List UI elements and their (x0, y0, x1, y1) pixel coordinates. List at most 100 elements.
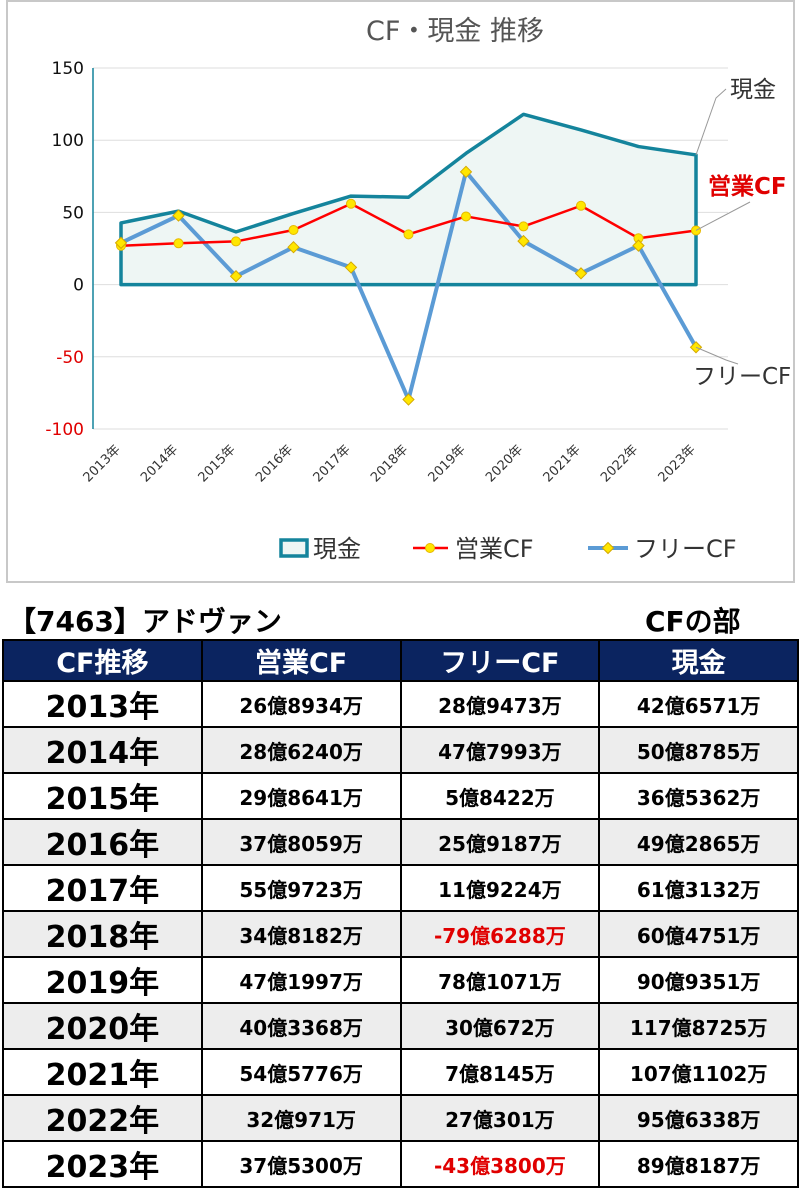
operating-cf-cell: 54億5776万 (200, 1048, 402, 1096)
chart-panel: CF・現金 推移 150 100 50 0 -50 -100 2013年 2014年 2015年 2… (6, 0, 795, 583)
cash-cell: 60億4751万 (598, 910, 799, 958)
operating-cf-cell: 34億8182万 (200, 910, 402, 958)
legend-label-cash: 現金 (313, 535, 361, 563)
table-row: 2015年 29億8641万 5億8422万 36億5362万 (2, 772, 799, 820)
legend-label-operating-cf: 営業CF (455, 535, 534, 563)
operating-cf-point (346, 198, 356, 209)
cash-cell: 42億6571万 (598, 680, 799, 728)
year-cell: 2017年 (2, 864, 203, 912)
operating-cf-point (518, 221, 529, 232)
x-tick-label: 2018年 (368, 442, 411, 485)
table-row: 2016年 37億8059万 25億9187万 49億2865万 (2, 818, 799, 866)
x-tick-label: 2021年 (541, 442, 584, 485)
callout-leader-operating-cf (695, 201, 751, 231)
x-tick-label: 2020年 (483, 442, 526, 485)
callout-cash: 現金 (730, 77, 776, 103)
table-row: 2023年 37億5300万 -43億3800万 89億8187万 (2, 1140, 799, 1188)
y-tick-label: 0 (73, 276, 84, 296)
legend-label-free-cf: フリーCF (634, 535, 737, 563)
legend-marker-free-cf (601, 541, 615, 555)
x-tick-label: 2013年 (81, 442, 124, 485)
free-cf-point (344, 261, 358, 274)
operating-cf-cell: 26億8934万 (200, 680, 402, 728)
operating-cf-cell: 32億971万 (200, 1094, 402, 1142)
table-row: 2018年 34億8182万 -79億6288万 60億4751万 (2, 910, 799, 958)
free-cf-point (574, 267, 588, 280)
cf-table: CF推移 営業CF フリーCF 現金 2013年 26億8934万 28億9473万… (2, 639, 799, 1188)
year-cell: 2015年 (2, 772, 203, 820)
header-year: CF推移 (2, 639, 203, 682)
operating-cf-point (288, 225, 299, 236)
header-free-cf: フリーCF (399, 639, 601, 682)
table-row: 2013年 26億8934万 28億9473万 42億6571万 (2, 680, 799, 728)
year-cell: 2023年 (2, 1140, 203, 1188)
header-operating-cf: 営業CF (200, 639, 402, 682)
year-cell: 2021年 (2, 1048, 203, 1096)
callout-leader-free-cf (695, 346, 739, 365)
free-cf-cell: -43億3800万 (399, 1140, 601, 1188)
operating-cf-cell: 47億1997万 (200, 956, 402, 1004)
year-cell: 2013年 (2, 680, 203, 728)
year-cell: 2016年 (2, 818, 203, 866)
table-row: 2021年 54億5776万 7億8145万 107億1102万 (2, 1048, 799, 1096)
operating-cf-cell: 29億8641万 (200, 772, 402, 820)
operating-cf-point (461, 211, 471, 222)
legend-swatch-cash (279, 538, 309, 558)
chart-title: CF・現金 推移 (366, 16, 544, 47)
free-cf-cell: 47億7993万 (399, 726, 601, 774)
free-cf-point (402, 393, 415, 406)
free-cf-point (632, 239, 645, 252)
free-cf-cell: 5億8422万 (399, 772, 601, 820)
y-tick-label: 150 (52, 59, 84, 79)
table-row: 2019年 47億1997万 78億1071万 90億9351万 (2, 956, 799, 1004)
table-header-row: CF推移 営業CF フリーCF 現金 (2, 639, 799, 682)
table-row: 2014年 28億6240万 47億7993万 50億8785万 (2, 726, 799, 774)
y-tick-label: -50 (56, 348, 84, 368)
free-cf-point (287, 240, 300, 254)
x-tick-label: 2022年 (598, 442, 641, 485)
free-cf-point (114, 236, 128, 250)
x-tick-label: 2023年 (656, 442, 699, 485)
operating-cf-point (576, 200, 586, 211)
cash-cell: 50億8785万 (598, 726, 799, 774)
free-cf-cell: -79億6288万 (399, 910, 601, 958)
x-tick-label: 2016年 (253, 442, 296, 485)
callout-leader-cash (695, 88, 727, 156)
year-cell: 2019年 (2, 956, 203, 1004)
series-cash-area (119, 112, 698, 287)
x-tick-label: 2017年 (311, 442, 354, 485)
x-tick-label: 2019年 (426, 442, 469, 485)
y-tick-label: 50 (62, 203, 84, 223)
operating-cf-cell: 37億8059万 (200, 818, 402, 866)
cash-cell: 61億3132万 (598, 864, 799, 912)
free-cf-cell: 25億9187万 (399, 818, 601, 866)
free-cf-point (172, 209, 185, 222)
year-cell: 2018年 (2, 910, 203, 958)
y-tick-label: -100 (45, 420, 84, 440)
free-cf-cell: 78億1071万 (399, 956, 601, 1004)
cash-cell: 90億9351万 (598, 956, 799, 1004)
free-cf-cell: 30億672万 (399, 1002, 601, 1050)
operating-cf-cell: 40億3368万 (200, 1002, 402, 1050)
company-caption: 【7463】アドヴァン (8, 605, 282, 638)
legend-marker-operating-cf (425, 543, 435, 553)
operating-cf-point (403, 229, 414, 240)
year-cell: 2020年 (2, 1002, 203, 1050)
callout-free-cf: フリーCF (693, 364, 791, 390)
free-cf-point (517, 234, 530, 248)
table-row: 2020年 40億3368万 30億672万 117億8725万 (2, 1002, 799, 1050)
section-caption: CFの部 (645, 605, 741, 638)
year-cell: 2022年 (2, 1094, 203, 1142)
operating-cf-cell: 55億9723万 (200, 864, 402, 912)
free-cf-point (229, 270, 243, 283)
free-cf-point (459, 165, 473, 179)
cash-cell: 89億8187万 (598, 1140, 799, 1188)
cash-cell: 117億8725万 (598, 1002, 799, 1050)
callout-operating-cf: 営業CF (708, 173, 787, 200)
header-cash: 現金 (598, 639, 799, 682)
free-cf-cell: 11億9224万 (399, 864, 601, 912)
x-tick-label: 2014年 (138, 442, 181, 485)
operating-cf-cell: 28億6240万 (200, 726, 402, 774)
operating-cf-point (173, 238, 184, 249)
